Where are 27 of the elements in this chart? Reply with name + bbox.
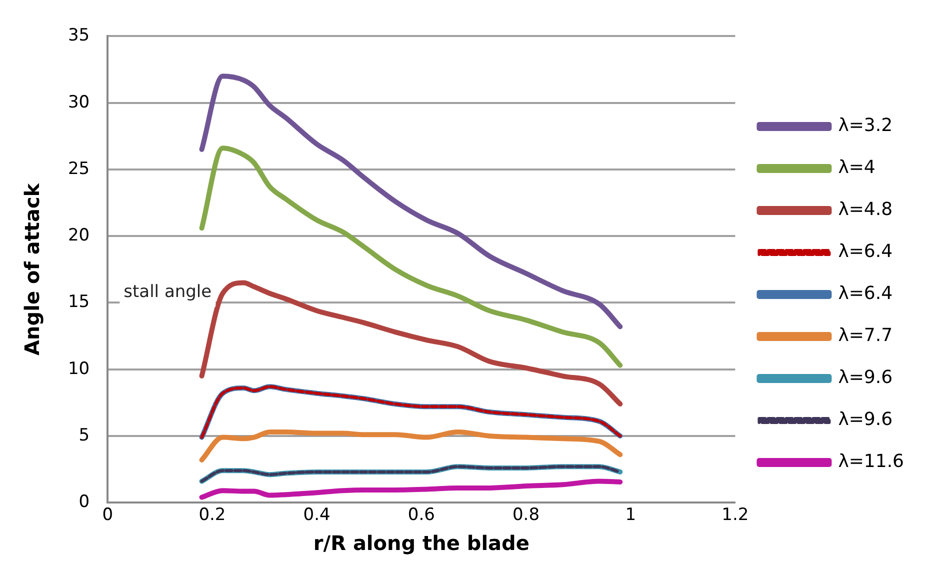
x-tick-label: 0.4 bbox=[303, 505, 330, 526]
x-tick-label: 0.8 bbox=[512, 505, 540, 526]
x-tick-label: 1.2 bbox=[722, 505, 749, 526]
y-tick-label: 30 bbox=[68, 92, 90, 112]
legend-label: λ=6.4 bbox=[838, 283, 893, 304]
legend-label: λ=7.7 bbox=[838, 325, 893, 346]
y-tick-label: 35 bbox=[68, 26, 90, 46]
y-axis-title: Angle of attack bbox=[20, 182, 44, 356]
y-tick-label: 20 bbox=[68, 226, 90, 246]
x-tick-label: 0.2 bbox=[198, 505, 226, 526]
y-tick-label: 0 bbox=[78, 492, 90, 512]
annotation: stall angle bbox=[124, 282, 212, 302]
x-tick-label: 1 bbox=[625, 505, 636, 526]
y-tick-label: 15 bbox=[68, 292, 90, 312]
legend-label: λ=3.2 bbox=[838, 115, 893, 136]
legend-label: λ=4.8 bbox=[838, 199, 893, 220]
legend-label: λ=11.6 bbox=[838, 451, 904, 472]
legend-label: λ=9.6 bbox=[838, 409, 893, 430]
legend-label: λ=6.4 bbox=[838, 241, 893, 262]
x-axis-title: r/R along the blade bbox=[313, 531, 530, 556]
legend-label: λ=9.6 bbox=[838, 367, 893, 388]
x-tick-label: 0.6 bbox=[408, 505, 435, 526]
y-tick-label: 10 bbox=[68, 358, 90, 379]
y-tick-label: 5 bbox=[78, 425, 90, 446]
legend-label: λ=4 bbox=[838, 157, 876, 178]
x-tick-label: 0 bbox=[102, 505, 114, 526]
y-tick-label: 25 bbox=[68, 158, 90, 179]
